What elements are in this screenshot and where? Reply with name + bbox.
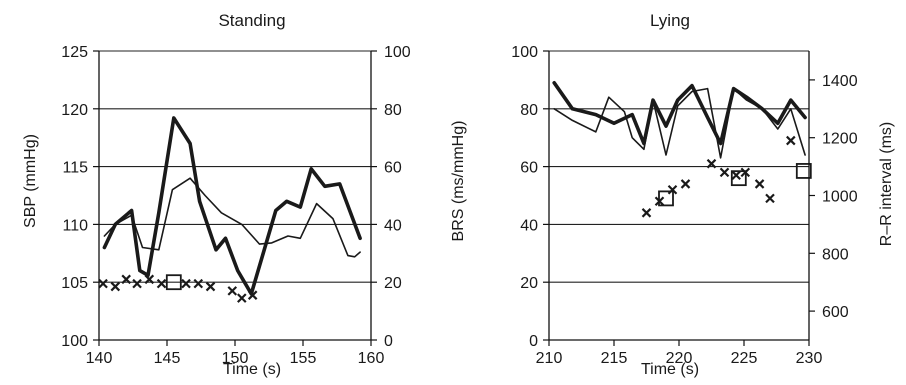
lying-y-tick-label: 80 — [520, 102, 538, 119]
standing-square-marker — [165, 274, 182, 291]
lying-y2-tick-label: 600 — [822, 304, 849, 321]
lying-y-tick-label: 60 — [520, 160, 538, 177]
standing-x-marker — [205, 281, 216, 292]
standing-x-marker — [156, 278, 167, 289]
standing-x-marker — [132, 278, 142, 289]
lying-x-marker — [706, 158, 717, 169]
lying-x-tick-label: 230 — [796, 350, 823, 367]
lying-x-tick-label: 215 — [601, 350, 628, 367]
standing-y-tick-label: 115 — [62, 160, 88, 177]
standing-x-tick-label: 145 — [154, 350, 181, 367]
standing-y2-tick-label: 60 — [384, 160, 402, 177]
lying-axes: 210 215 220 225 230 0 20 40 60 80 100 600 800 1000 120… — [511, 44, 857, 367]
standing-x-marker — [121, 274, 131, 285]
lying-y-axis-label: BRS (ms/mmHg) — [450, 121, 467, 242]
standing-y-tick-label: 120 — [61, 102, 88, 119]
standing-gridlines — [99, 50, 371, 283]
standing-axes: 140 145 150 155 160 100 105 110 115 120 125 0 20 40 60… — [61, 44, 411, 367]
lying-gridlines — [549, 50, 809, 283]
lying-y-tick-label: 100 — [511, 44, 538, 61]
standing-y-tick-label: 110 — [62, 217, 88, 234]
lying-square-marker — [658, 190, 674, 207]
lying-y2-tick-label: 1000 — [822, 189, 858, 206]
lying-x-axis-label: Time (s) — [641, 361, 699, 378]
lying-x-marker — [641, 208, 652, 218]
lying-y2-axis-label: R–R interval (ms) — [878, 122, 895, 246]
lying-y-tick-label: 40 — [520, 217, 538, 234]
standing-x-tick-label: 140 — [86, 350, 113, 367]
lying-x-tick-label: 210 — [536, 350, 563, 367]
lying-y-tick-label: 0 — [529, 333, 538, 350]
standing-y-tick-label: 100 — [61, 333, 88, 350]
standing-thin-line — [103, 177, 361, 258]
lying-y2-tick-label: 1200 — [822, 131, 858, 148]
standing-thick-line — [102, 116, 362, 296]
standing-title: Standing — [218, 11, 285, 30]
standing-panel: Standing SBP (mmHg) Time (s) 140 145 150 15… — [22, 11, 411, 378]
standing-x-marker — [193, 278, 204, 289]
lying-square-marker — [730, 170, 747, 187]
lying-x-marker — [667, 184, 678, 195]
lying-y2-tick-label: 1400 — [822, 73, 858, 90]
standing-x-marker — [144, 274, 155, 285]
standing-x-marker — [247, 290, 258, 300]
standing-y2-tick-label: 40 — [384, 217, 402, 234]
standing-y2-tick-label: 80 — [384, 102, 402, 119]
standing-y2-tick-label: 0 — [384, 333, 393, 350]
lying-panel: Lying BRS (ms/mmHg) R–R interval (ms) Ti… — [450, 11, 895, 378]
lying-x-tick-label: 225 — [731, 350, 758, 367]
lying-square-marker — [795, 163, 812, 179]
lying-x-marker — [786, 135, 796, 146]
lying-thin-line — [553, 87, 806, 159]
standing-x-marker — [98, 278, 108, 289]
lying-x-tick-label: 220 — [666, 350, 693, 367]
standing-y-tick-label: 105 — [61, 275, 88, 292]
lying-y-tick-label: 20 — [520, 275, 538, 292]
lying-x-marker — [731, 170, 741, 181]
lying-title: Lying — [650, 11, 690, 30]
standing-x-marker — [227, 286, 238, 296]
standing-x-marker — [181, 278, 191, 289]
standing-x-marker — [237, 293, 247, 303]
standing-x-tick-label: 150 — [222, 350, 249, 367]
standing-x-marker — [110, 281, 121, 292]
standing-x-tick-label: 155 — [290, 350, 317, 367]
lying-x-marker — [754, 179, 765, 189]
lying-thick-line — [552, 81, 807, 146]
lying-x-marker — [765, 193, 775, 204]
lying-x-marker — [680, 179, 691, 189]
standing-y-tick-label: 125 — [61, 44, 88, 61]
standing-x-tick-label: 160 — [358, 350, 385, 367]
standing-x-axis-label: Time (s) — [223, 361, 281, 378]
standing-y2-tick-label: 20 — [384, 275, 402, 292]
lying-series — [552, 81, 812, 218]
standing-y-axis-label: SBP (mmHg) — [22, 134, 39, 228]
lying-x-marker — [719, 167, 730, 178]
standing-y2-tick-label: 100 — [384, 44, 411, 61]
standing-series — [98, 116, 362, 303]
lying-y2-tick-label: 800 — [822, 246, 849, 263]
